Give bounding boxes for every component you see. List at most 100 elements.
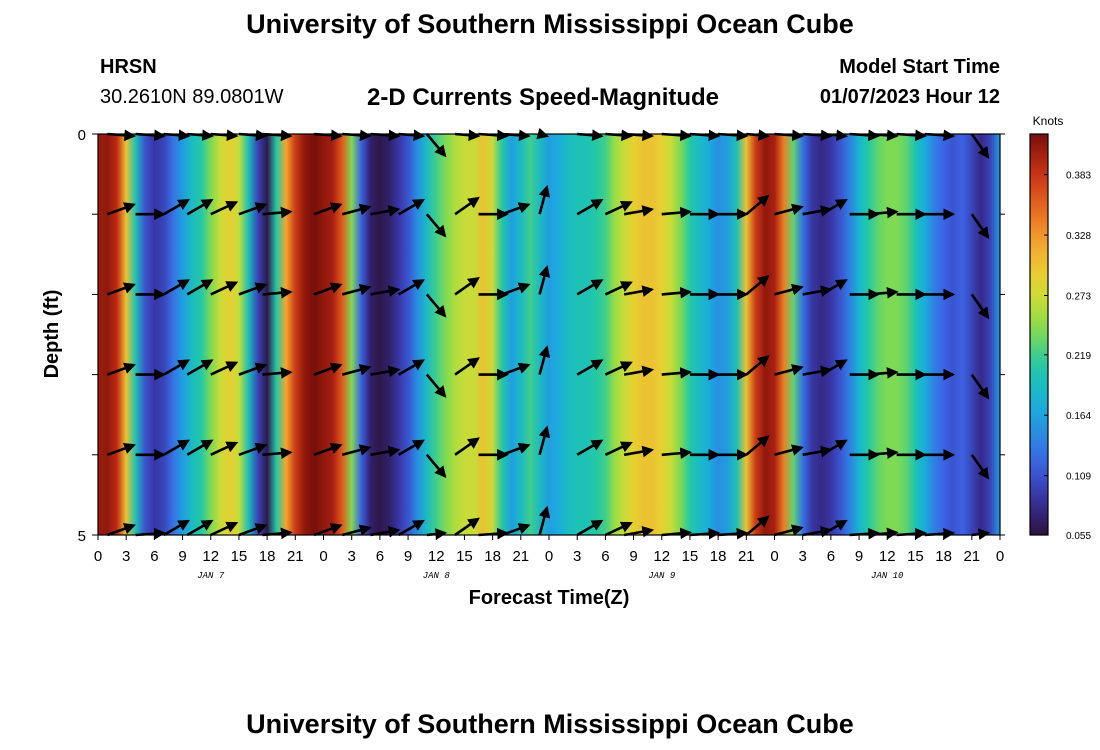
current-vector — [262, 206, 293, 219]
current-vector — [802, 205, 833, 217]
current-vector — [210, 441, 239, 456]
current-vector — [425, 293, 447, 318]
current-vector — [501, 442, 531, 457]
current-vector — [802, 285, 833, 297]
colorbar-tick-label: 0.164 — [1066, 411, 1091, 422]
current-vector — [604, 521, 633, 537]
x-tick-label: 0 — [94, 548, 102, 565]
current-vector — [106, 202, 136, 216]
x-tick-label: 21 — [738, 548, 755, 565]
current-vector — [370, 445, 401, 458]
current-vector — [538, 505, 551, 536]
current-vector — [576, 279, 604, 296]
x-tick-label: 12 — [428, 548, 445, 565]
current-vector — [661, 447, 692, 460]
current-vector — [774, 203, 804, 216]
current-vector — [661, 286, 692, 299]
current-vector — [604, 281, 633, 296]
colorbar-tick-label: 0.328 — [1066, 231, 1091, 242]
current-vector — [623, 526, 655, 538]
colorbar-tick-label: 0.383 — [1066, 171, 1091, 182]
current-vector — [106, 442, 136, 457]
current-vector — [868, 367, 899, 379]
x-tick-label: 0 — [770, 548, 778, 565]
y-axis-label: Depth (ft) — [41, 290, 63, 379]
colorbar-fill — [1029, 133, 1049, 536]
current-vector — [623, 365, 655, 378]
current-vector — [454, 196, 480, 216]
current-vector — [210, 281, 239, 296]
current-vector — [163, 439, 191, 456]
x-tick-label: 18 — [710, 548, 727, 565]
colorbar-tick-label: 0.055 — [1066, 531, 1091, 542]
current-vector — [398, 439, 425, 456]
colorbar-tick-label: 0.109 — [1066, 472, 1091, 483]
current-vector — [341, 444, 372, 457]
current-vector — [538, 265, 551, 295]
current-vector — [106, 362, 136, 376]
day-label: JAN 8 — [423, 571, 451, 581]
current-vector — [163, 279, 191, 296]
current-vector — [262, 367, 293, 379]
current-vector — [425, 133, 447, 158]
x-tick-label: 3 — [573, 548, 581, 565]
current-vector — [454, 517, 480, 537]
current-vector — [186, 279, 214, 296]
current-vector — [163, 199, 191, 216]
current-vector — [868, 206, 899, 219]
current-vector — [970, 454, 990, 480]
x-tick-label: 0 — [319, 548, 327, 565]
x-tick-label: 6 — [827, 548, 835, 565]
current-vector — [538, 425, 551, 456]
y-axis: 05 — [78, 127, 1005, 545]
x-tick-label: 15 — [231, 548, 248, 565]
current-vector — [398, 199, 425, 216]
current-vector — [802, 526, 833, 538]
current-vector — [341, 203, 372, 216]
current-vector — [604, 201, 633, 216]
colorbar-tick-label: 0.219 — [1066, 351, 1091, 362]
current-vector — [970, 213, 990, 240]
current-vector — [820, 279, 848, 296]
current-vector — [186, 199, 214, 216]
current-vector — [186, 519, 214, 537]
current-vector — [745, 355, 770, 376]
x-tick-label: 18 — [259, 548, 276, 565]
current-vector — [238, 442, 268, 457]
x-tick-label: 3 — [348, 548, 356, 565]
current-vector — [398, 279, 425, 296]
x-tick-label: 9 — [855, 548, 863, 565]
current-vector — [313, 202, 343, 216]
current-vector — [163, 359, 191, 376]
current-vector — [425, 453, 447, 479]
current-vector — [538, 345, 551, 375]
x-tick-label: 18 — [484, 548, 501, 565]
current-vector — [774, 283, 804, 296]
current-vector — [501, 523, 531, 537]
current-vector — [868, 447, 899, 460]
x-tick-label: 6 — [376, 548, 384, 565]
current-vector — [186, 359, 214, 376]
x-tick-label: 9 — [629, 548, 637, 565]
y-tick-label: 0 — [78, 127, 86, 144]
colorbar-tick-label: 0.273 — [1066, 291, 1091, 302]
model-start-value: 01/07/2023 Hour 12 — [819, 86, 1000, 108]
current-vector — [262, 447, 293, 460]
x-tick-label: 21 — [963, 548, 980, 565]
x-axis-label: Forecast Time(Z) — [469, 587, 630, 609]
current-vector — [970, 293, 990, 320]
y-tick-label: 5 — [78, 528, 86, 545]
current-vector — [576, 519, 604, 537]
current-vector — [106, 523, 136, 537]
current-vector — [262, 286, 293, 299]
current-vector — [313, 282, 343, 296]
x-tick-label: 3 — [799, 548, 807, 565]
current-vector — [661, 367, 692, 379]
current-vector — [454, 357, 480, 376]
current-vector — [238, 282, 268, 296]
footer-title: University of Southern Mississippi Ocean… — [246, 709, 854, 739]
current-vector — [820, 359, 848, 376]
x-tick-label: 21 — [287, 548, 304, 565]
colorbar-units: Knots — [1033, 114, 1064, 128]
day-label: JAN 9 — [648, 571, 676, 581]
